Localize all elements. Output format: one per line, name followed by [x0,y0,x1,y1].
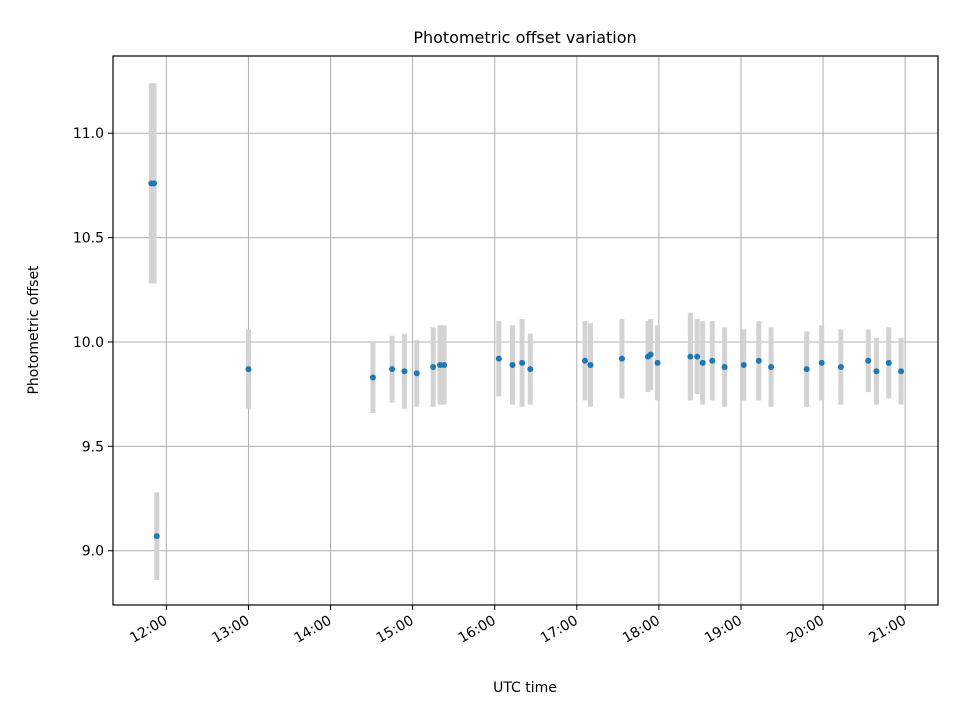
x-axis-label: UTC time [493,680,557,696]
data-point [873,368,880,375]
data-point [885,359,892,366]
data-point [519,359,526,366]
y-tick-label: 10.5 [73,231,104,247]
data-point [430,364,437,371]
plot-frame [112,55,939,606]
chart-title: Photometric offset variation [413,28,636,47]
data-point [618,355,625,362]
data-point [755,357,762,364]
data-point [721,364,728,371]
data-points [148,180,905,540]
data-point [587,361,594,368]
data-point [740,361,747,368]
data-point [898,368,905,375]
data-point [509,361,516,368]
data-point [527,366,534,373]
data-point [151,180,158,187]
y-tick-label: 9.0 [82,544,104,560]
data-point [153,533,160,540]
data-point [694,353,701,360]
data-point [699,359,706,366]
y-axis-ticks: 9.0 9.5 10.0 10.5 11.0 [73,126,113,560]
data-point [495,355,502,362]
data-point [818,359,825,366]
y-tick-label: 11.0 [73,126,104,142]
y-tick-label: 9.5 [82,439,104,455]
data-point [389,366,396,373]
data-point [837,364,844,371]
data-point [803,366,810,373]
data-point [245,366,252,373]
data-point [401,368,408,375]
data-point [369,374,376,381]
data-point [436,361,443,368]
y-tick-label: 10.0 [73,335,104,351]
data-point [441,361,448,368]
data-point [654,359,661,366]
data-point [865,357,872,364]
y-axis-label: Photometric offset [26,265,42,395]
data-point [687,353,694,360]
data-point [413,370,420,377]
data-point [582,357,589,364]
data-point [768,364,775,371]
data-point [709,357,716,364]
grid [113,56,938,605]
data-point [647,351,654,358]
